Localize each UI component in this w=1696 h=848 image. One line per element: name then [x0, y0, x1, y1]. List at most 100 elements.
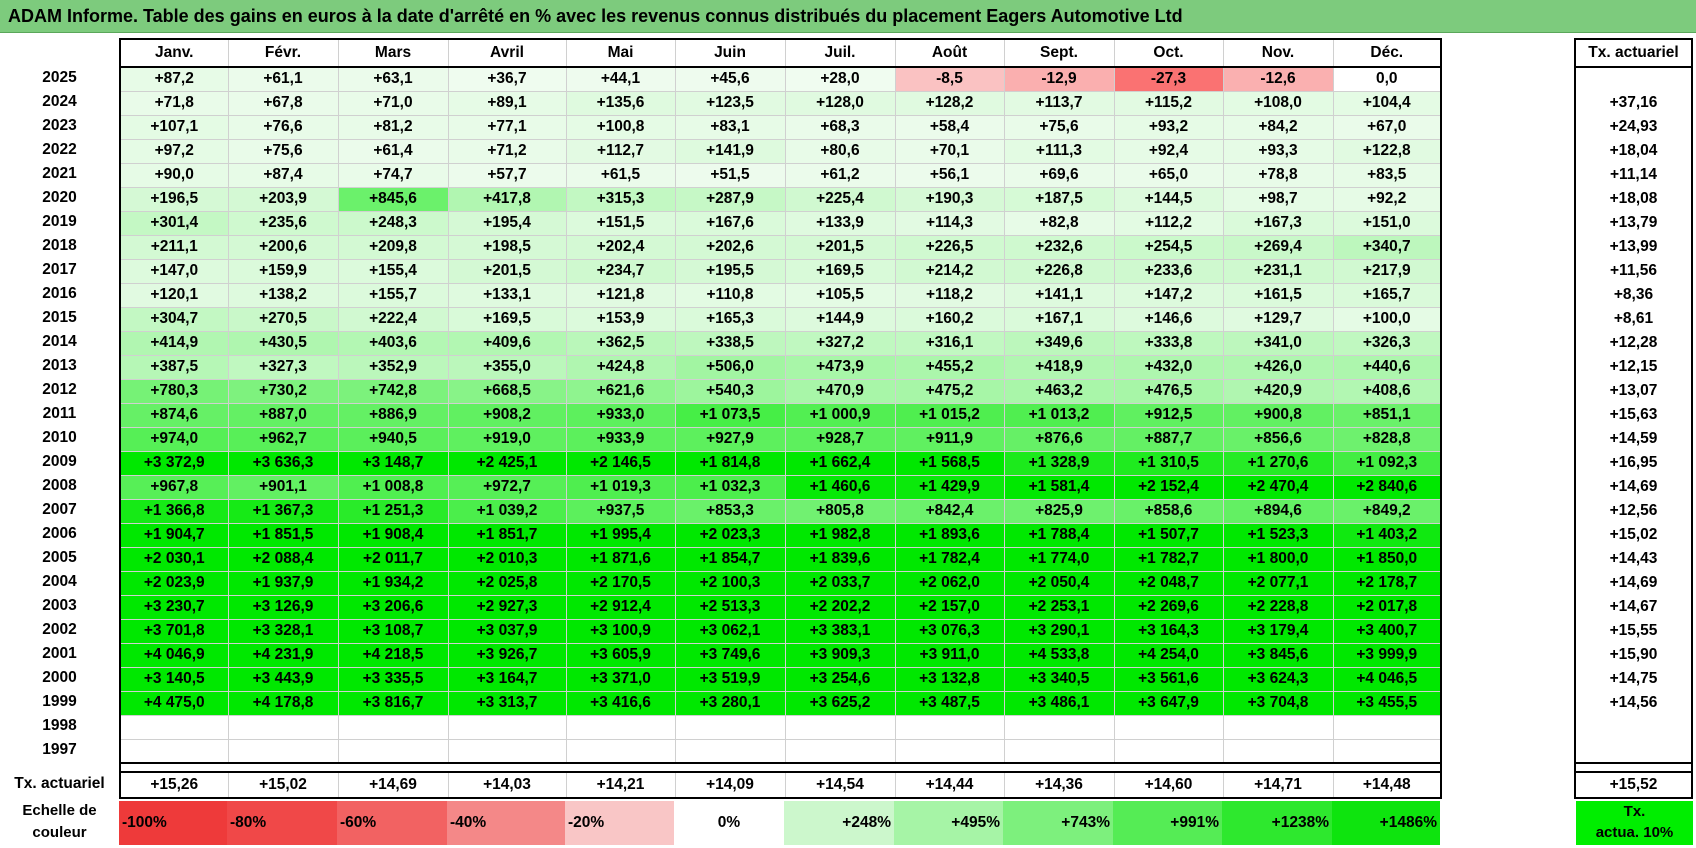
gain-cell: +894,6: [1222, 498, 1334, 524]
gain-cell: +3 704,8: [1222, 690, 1334, 716]
gain-cell: +2 017,8: [1332, 594, 1442, 620]
gain-cell: +1 995,4: [565, 522, 676, 548]
actuarial-rate: +13,07: [1609, 382, 1658, 399]
gain-cell: +1 839,6: [784, 546, 896, 572]
gain-cell: [1113, 714, 1224, 740]
table-row: +1 904,7 +1 851,5 +1 908,4 +1 851,7 +1 995,4…: [119, 522, 1442, 548]
gain-cell: +2 050,4: [1003, 570, 1115, 596]
spacer: [1114, 762, 1223, 773]
year-label: 2009: [42, 453, 77, 470]
gain-cell: +3 140,5: [119, 666, 229, 692]
spacer: [1333, 762, 1441, 773]
gains-table: Janv. Févr. Mars Avril Mai Juin Juil. Août Sept.…: [119, 38, 1442, 799]
gain-cell: +362,5: [565, 330, 676, 356]
color-scale-actuarial: Tx. actua. 10%: [1576, 801, 1693, 845]
year-label: 2019: [42, 213, 77, 230]
gain-cell: +169,5: [447, 306, 567, 332]
gain-cell: +161,5: [1222, 282, 1334, 308]
gain-cell: +3 313,7: [447, 690, 567, 716]
spacer: [1223, 762, 1333, 773]
gain-cell: [1222, 738, 1334, 764]
gain-cell: +3 230,7: [119, 594, 229, 620]
gain-cell: +114,3: [894, 210, 1005, 236]
year-label: 2022: [42, 141, 77, 158]
gain-cell: +3 108,7: [337, 618, 449, 644]
gain-cell: +2 030,1: [119, 546, 229, 572]
gain-cell: +105,5: [784, 282, 896, 308]
gain-cell: +63,1: [337, 66, 449, 92]
gain-cell: +2 927,3: [447, 594, 567, 620]
gain-cell: +225,4: [784, 186, 896, 212]
year-label: 2021: [42, 165, 77, 182]
gain-cell: +3 624,3: [1222, 666, 1334, 692]
year-label: 2018: [42, 237, 77, 254]
actuarial-rate: +18,08: [1609, 190, 1658, 207]
gain-cell: +1 788,4: [1003, 522, 1115, 548]
gain-cell: +2 023,9: [119, 570, 229, 596]
gain-cell: +3 100,9: [565, 618, 676, 644]
gain-cell: +2 425,1: [447, 450, 567, 476]
actuarial-rate: +14,75: [1609, 670, 1658, 687]
gain-cell: +1 908,4: [337, 522, 449, 548]
gain-cell: +270,5: [227, 306, 339, 332]
year-label: 2024: [42, 93, 77, 110]
gain-cell: +3 132,8: [894, 666, 1005, 692]
table-row: +1 366,8 +1 367,3 +1 251,3 +1 039,2 +937,5 +8…: [119, 498, 1442, 524]
gain-cell: +730,2: [227, 378, 339, 404]
gain-cell: +190,3: [894, 186, 1005, 212]
gain-cell: +876,6: [1003, 426, 1115, 452]
color-scale-swatch: +1486%: [1332, 801, 1440, 845]
gain-cell: +3 519,9: [674, 666, 786, 692]
gain-cell: +1 032,3: [674, 474, 786, 500]
gain-cell: +269,4: [1222, 234, 1334, 260]
gain-cell: +3 206,6: [337, 594, 449, 620]
gain-cell: +3 383,1: [784, 618, 896, 644]
actuarial-rate: +11,56: [1610, 262, 1657, 279]
gain-cell: +933,9: [565, 426, 676, 452]
gain-cell: +3 179,4: [1222, 618, 1334, 644]
year-label: 2000: [42, 669, 77, 686]
gain-cell: +3 400,7: [1332, 618, 1442, 644]
spacer: [675, 762, 785, 773]
gain-cell: [784, 738, 896, 764]
month-header: Avril: [447, 38, 567, 68]
gain-cell: +1 982,8: [784, 522, 896, 548]
year-label: 2001: [42, 645, 77, 662]
gain-cell: +160,2: [894, 306, 1005, 332]
color-scale-swatch: +743%: [1003, 801, 1113, 845]
gain-cell: +886,9: [337, 402, 449, 428]
gain-cell: +928,7: [784, 426, 896, 452]
gain-cell: +3 443,9: [227, 666, 339, 692]
year-label: 2014: [42, 333, 77, 350]
gain-cell: +3 280,1: [674, 690, 786, 716]
gain-cell: +45,6: [674, 66, 786, 92]
gain-cell: +476,5: [1113, 378, 1224, 404]
gain-cell: +301,4: [119, 210, 229, 236]
gain-cell: +2 100,3: [674, 570, 786, 596]
gain-cell: +3 749,6: [674, 642, 786, 668]
actuarial-rate: +18,04: [1609, 142, 1658, 159]
gain-cell: +3 076,3: [894, 618, 1005, 644]
footer-rate: +15,02: [227, 771, 339, 799]
gain-cell: +387,5: [119, 354, 229, 380]
year-label: 1998: [42, 717, 77, 734]
spacer: [338, 762, 448, 773]
gain-cell: +151,0: [1332, 210, 1442, 236]
actuarial-rate: +14,69: [1609, 478, 1658, 495]
gain-cell: +147,0: [119, 258, 229, 284]
gain-cell: +1 013,2: [1003, 402, 1115, 428]
gain-cell: [119, 738, 229, 764]
gain-cell: +90,0: [119, 162, 229, 188]
gain-cell: +1 662,4: [784, 450, 896, 476]
gain-cell: +77,1: [447, 114, 567, 140]
gain-cell: +2 146,5: [565, 450, 676, 476]
footer-rate: +14,36: [1003, 771, 1115, 799]
gain-cell: +118,2: [894, 282, 1005, 308]
gain-cell: 0,0: [1332, 66, 1442, 92]
table-row: +3 140,5 +3 443,9 +3 335,5 +3 164,7 +3 371,0…: [119, 666, 1442, 692]
actuarial-rate-column: Tx. actuariel +37,16 +24,93 +18,04 +11,14 +18…: [1574, 38, 1693, 799]
gain-cell: +1 851,7: [447, 522, 567, 548]
gain-cell: +144,9: [784, 306, 896, 332]
year-label: 2005: [42, 549, 77, 566]
year-column: 2025 2024 2023 2022 2021 2020 2019 2018 2017 2016…: [0, 38, 119, 797]
